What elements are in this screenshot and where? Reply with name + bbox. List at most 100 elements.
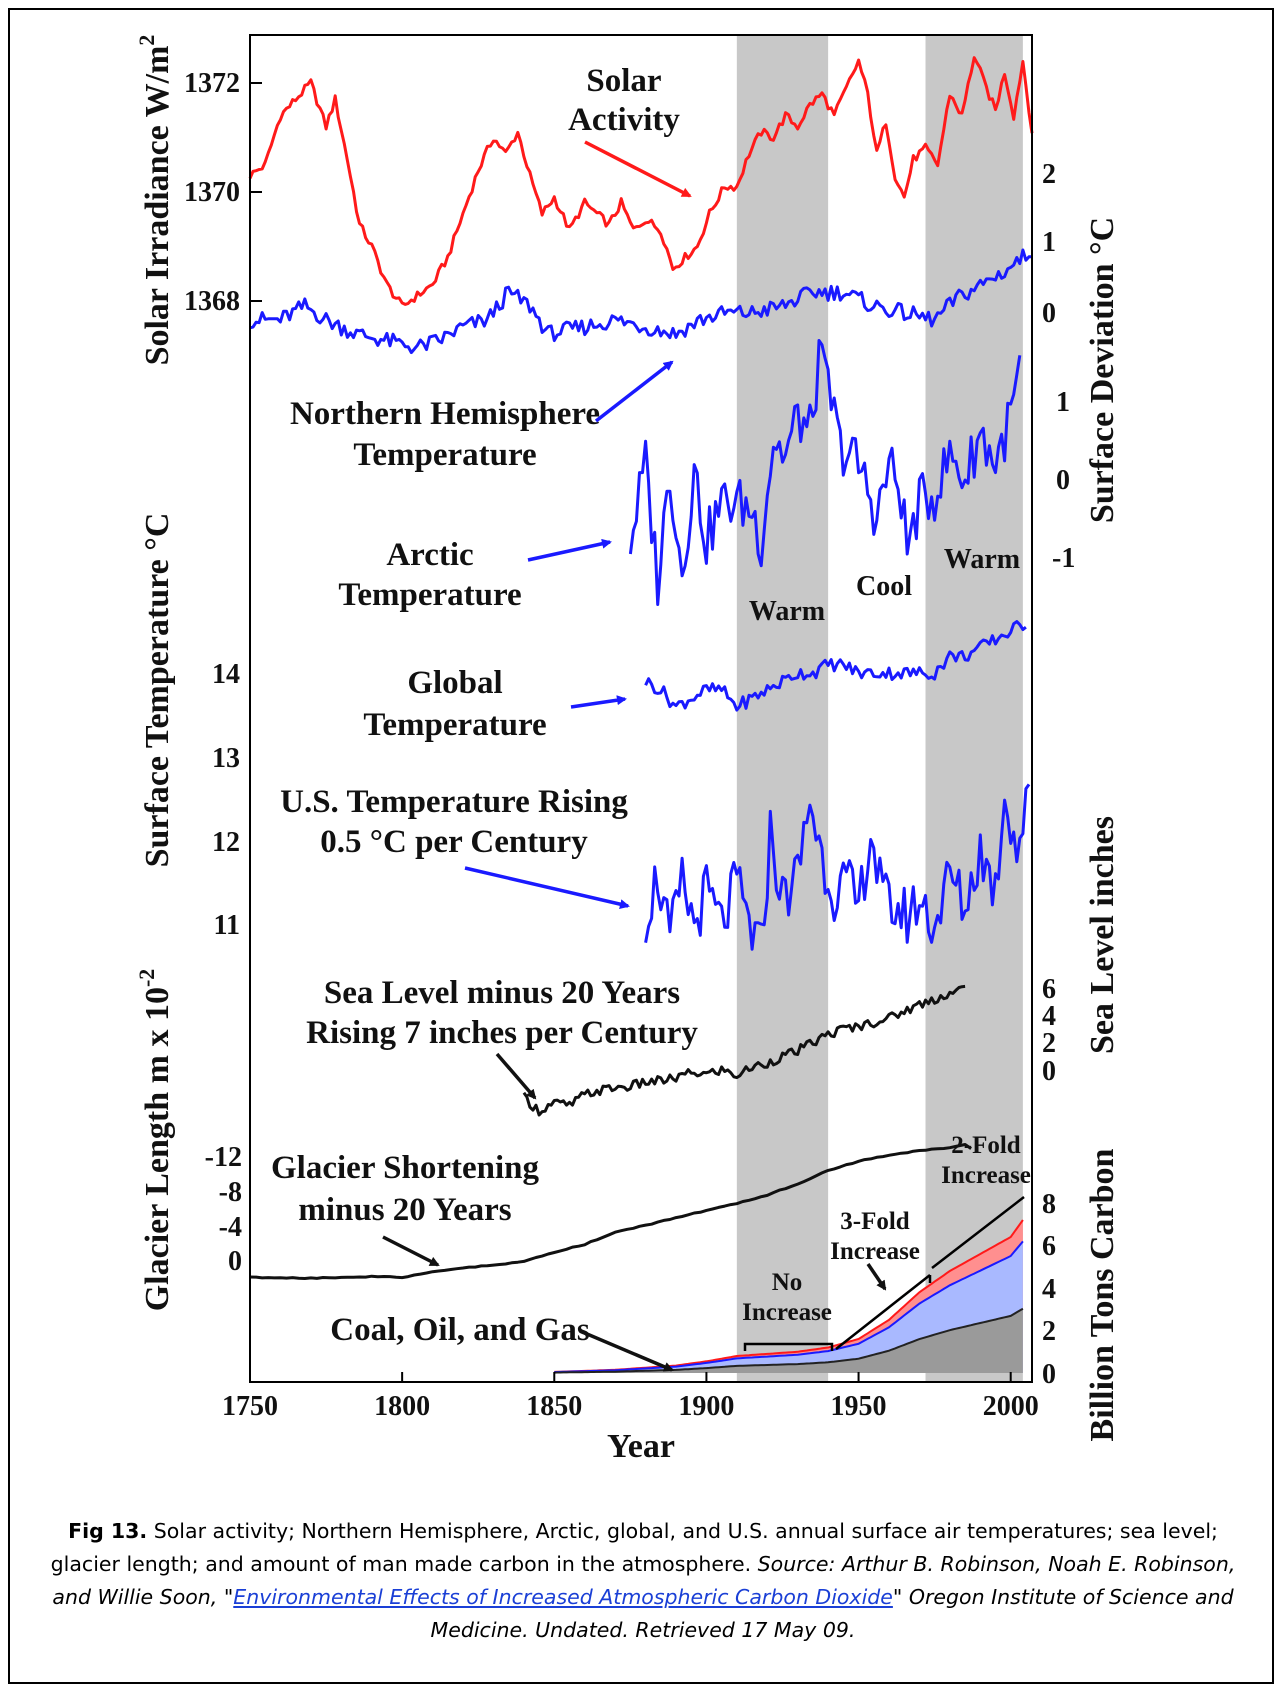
tick-label: 0 (1042, 1359, 1056, 1390)
sea-level-axis-title: Sea Level inches (1084, 816, 1121, 1054)
glacier-axis-title: Glacier Length m x 10-2 (134, 969, 176, 1312)
carbon-line-3 (554, 1307, 1024, 1374)
tick-label: 1368 (184, 286, 240, 317)
annotation-solar-1: Solar (586, 63, 661, 99)
carbon-band-middle (554, 1241, 1023, 1373)
climate-chart: 1750 1800 1850 1900 1950 2000 Year 1372 1370 … (134, 34, 1121, 1465)
annotation-global-1: Global (407, 665, 502, 701)
series-line-sea-level (522, 984, 966, 1117)
tick-label: -12 (205, 1142, 242, 1173)
right-axis-carbon: 8 6 4 2 0 (1042, 1189, 1056, 1390)
tick-label: 0 (1042, 298, 1056, 329)
arrow-sea (495, 1052, 537, 1100)
arrow-nh (594, 360, 674, 423)
carbon-line-2 (554, 1240, 1024, 1374)
caption-source-suffix: Oregon Institute of Science and Medicine… (430, 1585, 1234, 1642)
annotation-two-fold-2: Increase (941, 1162, 1031, 1189)
carbon-band-base (554, 1308, 1023, 1373)
series-line-global-temperature (644, 620, 1027, 712)
annotation-glacier-2: minus 20 Years (298, 1192, 511, 1228)
series-line-u-s-temperature (644, 783, 1031, 951)
tick-label: 13 (212, 743, 240, 774)
tick-label: 1372 (184, 68, 240, 99)
annotation-nh-1: Northern Hemisphere (290, 396, 600, 432)
x-tick-label: 1900 (678, 1391, 734, 1422)
period-label-warm-2: Warm (944, 544, 1020, 575)
x-axis: 1750 1800 1850 1900 1950 2000 (222, 1372, 1039, 1422)
x-axis-label: Year (607, 1428, 675, 1465)
tick-label: 1 (1056, 387, 1070, 418)
series-line-solar-activity (248, 56, 1034, 306)
arrow-glacier (382, 1235, 440, 1267)
annotation-global-2: Temperature (363, 707, 546, 743)
shaded-period-2 (925, 35, 1023, 1382)
left-axis-surface-temp: 14 13 12 11 (212, 659, 240, 941)
tick-label: -4 (219, 1212, 242, 1243)
tick-label: 4 (1042, 1274, 1056, 1305)
increase-brackets (743, 1196, 1025, 1351)
annotation-arctic-2: Temperature (338, 577, 521, 613)
surface-temp-axis-title: Surface Temperature °C (139, 513, 176, 868)
annotation-nh-2: Temperature (353, 437, 536, 473)
series-line-glacier-length (249, 1143, 972, 1280)
tick-label: 6 (1042, 974, 1056, 1005)
x-tick-label: 1750 (222, 1391, 278, 1422)
left-axis-solar: 1372 1370 1368 (184, 68, 262, 317)
series-line-arctic-temperature (628, 339, 1022, 606)
annotation-us-1: U.S. Temperature Rising (280, 784, 628, 820)
tick-label: 2 (1042, 1028, 1056, 1059)
arrow-global (570, 695, 627, 709)
x-tick-label: 2000 (983, 1391, 1039, 1422)
x-tick-label: 1850 (526, 1391, 582, 1422)
right-axis-sea-level: 6 4 2 0 (1042, 974, 1056, 1087)
caption-label: Fig 13. (68, 1519, 148, 1543)
tick-label: 12 (212, 827, 240, 858)
x-tick-label: 1800 (374, 1391, 430, 1422)
annotation-two-fold-1: 2-Fold (951, 1132, 1021, 1159)
annotation-no-increase-1: No (772, 1269, 803, 1296)
tick-label: -8 (219, 1177, 242, 1208)
series-line-northern-hemisphere-temperature (249, 248, 1033, 355)
tick-label: 2 (1042, 159, 1056, 190)
tick-label: 1370 (184, 177, 240, 208)
annotation-arctic-1: Arctic (386, 537, 473, 573)
shaded-periods (736, 35, 1023, 1382)
surface-deviation-axis-title: Surface Deviation °C (1084, 217, 1121, 523)
tick-label: 6 (1042, 1231, 1056, 1262)
tick-label: 14 (212, 659, 240, 690)
figure-caption: Fig 13. Solar activity; Northern Hemisph… (50, 1519, 1236, 1642)
arrow-arctic (527, 538, 612, 562)
series-layer (248, 56, 1034, 1280)
period-label-cool: Cool (856, 571, 912, 602)
tick-label: 2 (1042, 1316, 1056, 1347)
annotation-arrows (382, 140, 887, 1372)
arrow-us (464, 866, 630, 910)
tick-label: 0 (1056, 465, 1070, 496)
annotation-three-fold-1: 3-Fold (840, 1208, 910, 1235)
annotation-glacier-1: Glacier Shortening (271, 1150, 539, 1186)
tick-label: -1 (1052, 543, 1075, 574)
tick-label: 8 (1042, 1189, 1056, 1220)
annotation-solar-2: Activity (568, 102, 680, 138)
annotation-sea-1: Sea Level minus 20 Years (324, 975, 680, 1011)
tick-label: 1 (1042, 227, 1056, 258)
tick-label: 0 (228, 1246, 242, 1277)
annotation-sea-2: Rising 7 inches per Century (306, 1015, 698, 1051)
caption-text: Solar activity; Northern Hemisphere, Arc… (50, 1519, 1218, 1576)
tick-label: 0 (1042, 1056, 1056, 1087)
period-label-warm-1: Warm (749, 596, 825, 627)
right-axis-surface-deviation: 2 1 0 1 0 -1 (1042, 159, 1075, 574)
left-axis-glacier: -12 -8 -4 0 (205, 1142, 242, 1277)
arrow-solar (584, 140, 692, 198)
plot-area (249, 34, 1033, 1383)
x-tick-label: 1950 (831, 1391, 887, 1422)
shaded-period-1 (736, 35, 829, 1382)
arrow-three-fold (866, 1263, 887, 1291)
annotation-no-increase-2: Increase (742, 1299, 832, 1326)
caption-source-prefix: Source: Arthur B. Robinson, Noah E. Robi… (52, 1552, 1236, 1609)
source-link[interactable]: Environmental Effects of Increased Atmos… (233, 1585, 893, 1609)
tick-label: 4 (1042, 1001, 1056, 1032)
annotation-three-fold-2: Increase (830, 1238, 920, 1265)
solar-axis-title: Solar Irradiance W/m2 (134, 35, 176, 366)
annotation-coal: Coal, Oil, and Gas (330, 1312, 590, 1348)
